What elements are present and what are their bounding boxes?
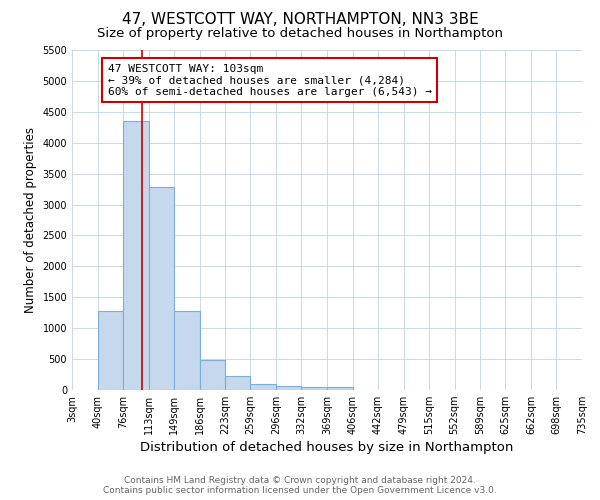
Text: 47 WESTCOTT WAY: 103sqm
← 39% of detached houses are smaller (4,284)
60% of semi: 47 WESTCOTT WAY: 103sqm ← 39% of detache… [108,64,432,97]
Bar [149,187,174,390]
Bar [301,387,327,390]
Bar [98,311,123,390]
Bar [123,121,149,390]
Bar [225,376,250,390]
Bar [276,386,301,390]
Y-axis label: Number of detached properties: Number of detached properties [24,127,37,313]
Text: 47, WESTCOTT WAY, NORTHAMPTON, NN3 3BE: 47, WESTCOTT WAY, NORTHAMPTON, NN3 3BE [122,12,478,28]
Bar [250,384,276,390]
Bar [174,311,199,390]
Text: Size of property relative to detached houses in Northampton: Size of property relative to detached ho… [97,28,503,40]
X-axis label: Distribution of detached houses by size in Northampton: Distribution of detached houses by size … [140,442,514,454]
Bar [199,360,225,390]
Text: Contains HM Land Registry data © Crown copyright and database right 2024.
Contai: Contains HM Land Registry data © Crown c… [103,476,497,495]
Bar [327,386,353,390]
